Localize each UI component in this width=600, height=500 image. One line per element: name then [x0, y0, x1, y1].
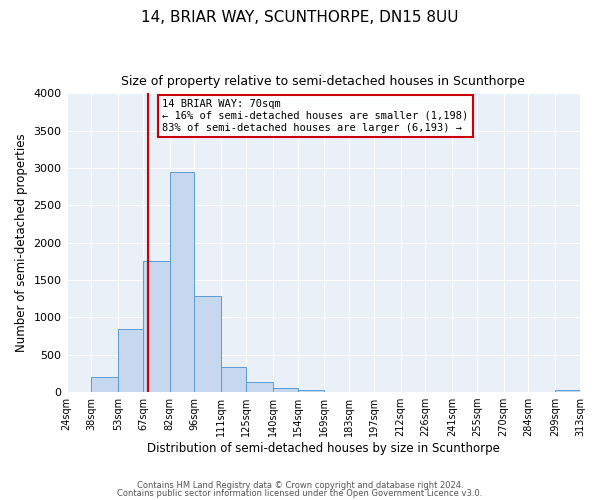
- Text: Contains HM Land Registry data © Crown copyright and database right 2024.: Contains HM Land Registry data © Crown c…: [137, 481, 463, 490]
- Bar: [170, 172, 194, 392]
- Bar: [555, 390, 580, 392]
- Text: 14 BRIAR WAY: 70sqm
← 16% of semi-detached houses are smaller (1,198)
83% of sem: 14 BRIAR WAY: 70sqm ← 16% of semi-detach…: [163, 100, 469, 132]
- Bar: [143, 262, 170, 392]
- Text: Contains public sector information licensed under the Open Government Licence v3: Contains public sector information licen…: [118, 488, 482, 498]
- Bar: [298, 390, 324, 392]
- Bar: [246, 382, 272, 392]
- Bar: [194, 296, 221, 392]
- Y-axis label: Number of semi-detached properties: Number of semi-detached properties: [15, 134, 28, 352]
- X-axis label: Distribution of semi-detached houses by size in Scunthorpe: Distribution of semi-detached houses by …: [147, 442, 500, 455]
- Bar: [272, 388, 298, 392]
- Bar: [221, 366, 246, 392]
- Bar: [91, 377, 118, 392]
- Text: 14, BRIAR WAY, SCUNTHORPE, DN15 8UU: 14, BRIAR WAY, SCUNTHORPE, DN15 8UU: [141, 10, 459, 25]
- Title: Size of property relative to semi-detached houses in Scunthorpe: Size of property relative to semi-detach…: [121, 75, 525, 88]
- Bar: [118, 328, 143, 392]
